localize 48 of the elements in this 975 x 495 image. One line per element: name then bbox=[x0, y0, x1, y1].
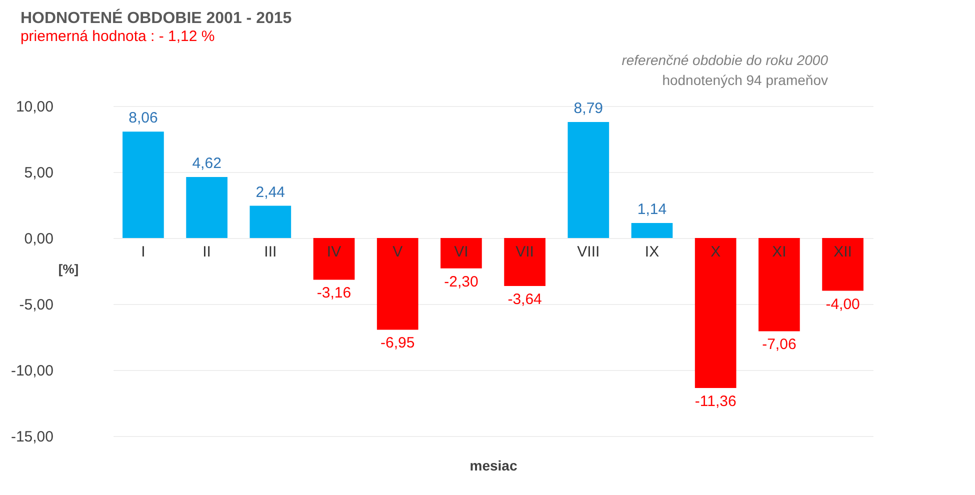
x-axis-title: mesiac bbox=[470, 458, 518, 474]
x-tick-label: IX bbox=[644, 244, 660, 260]
y-axis-title: [%] bbox=[58, 262, 79, 276]
y-tick-label: 5,00 bbox=[24, 164, 54, 182]
chart-subtitle: priemerná hodnota : - 1,12 % bbox=[20, 28, 215, 45]
data-label: 8,79 bbox=[574, 100, 603, 117]
x-tick-label: XI bbox=[772, 244, 786, 260]
x-tick-label: III bbox=[264, 244, 277, 260]
text: hodnotených 94 prameňov bbox=[662, 72, 828, 88]
y-tick-label: -15,00 bbox=[10, 428, 54, 446]
y-tick-label: 0,00 bbox=[24, 230, 54, 248]
x-tick-label: I bbox=[141, 244, 146, 260]
data-label: -2,30 bbox=[444, 273, 478, 290]
data-label: 1,14 bbox=[637, 200, 667, 218]
data-label: -3,64 bbox=[508, 291, 542, 308]
bar bbox=[376, 238, 418, 330]
bar bbox=[694, 238, 736, 388]
bar bbox=[122, 132, 164, 238]
x-tick-label: IV bbox=[326, 244, 342, 260]
x-tick-label: II bbox=[202, 244, 211, 260]
data-label: -7,06 bbox=[762, 336, 796, 354]
bar bbox=[250, 206, 292, 238]
bar bbox=[504, 238, 546, 286]
chart-title: HODNOTENÉ OBDOBIE 2001 - 2015 bbox=[20, 8, 292, 27]
bar bbox=[186, 177, 228, 238]
bar bbox=[440, 238, 482, 268]
x-tick-label: VIII bbox=[577, 244, 600, 260]
data-label: -3,16 bbox=[316, 284, 352, 302]
x-tick-label: XII bbox=[834, 244, 852, 260]
data-label: -4,00 bbox=[826, 296, 860, 313]
data-label: 8,06 bbox=[128, 110, 158, 127]
data-label: 4,62 bbox=[192, 155, 222, 172]
x-tick-label: V bbox=[392, 244, 403, 260]
data-label: -6,95 bbox=[380, 334, 415, 352]
y-tick-label: -10,00 bbox=[10, 362, 54, 380]
x-tick-label: VII bbox=[516, 244, 534, 260]
data-label: 2,44 bbox=[256, 184, 286, 201]
x-tick-label: X bbox=[710, 244, 721, 260]
y-tick-label: -5,00 bbox=[19, 296, 54, 314]
bar bbox=[313, 238, 355, 280]
bar bbox=[822, 238, 864, 291]
data-label: -11,36 bbox=[694, 392, 736, 410]
y-tick-label: 10,00 bbox=[16, 98, 54, 116]
bar bbox=[568, 122, 610, 238]
bar bbox=[631, 222, 673, 238]
bar bbox=[758, 238, 800, 332]
text: referenčné obdobie do roku 2000 bbox=[622, 52, 828, 68]
x-tick-label: VI bbox=[454, 244, 468, 260]
